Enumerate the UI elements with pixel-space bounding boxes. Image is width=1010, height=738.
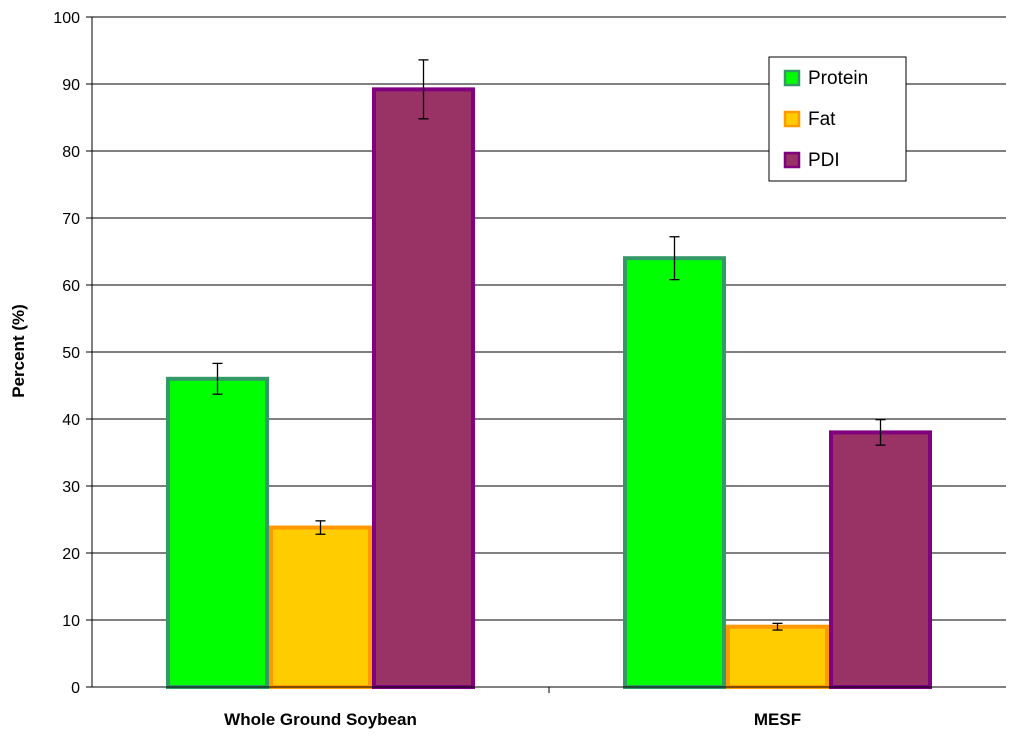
bar-pdi-1 xyxy=(829,430,932,689)
x-category-label: MESF xyxy=(754,710,801,729)
bar-protein-1 xyxy=(623,256,726,689)
bar-pdi-0 xyxy=(372,87,475,690)
legend-swatch-pdi xyxy=(783,151,801,169)
legend-label-fat: Fat xyxy=(808,109,836,130)
y-tick-label: 90 xyxy=(62,77,80,94)
y-tick-label: 20 xyxy=(62,546,80,563)
axes: 0 10 20 30 40 50 60 70 80 90 100 Whole Ground Soybe… xyxy=(53,10,1006,729)
y-tick-label: 100 xyxy=(53,10,80,27)
x-category-label: Whole Ground Soybean xyxy=(224,710,417,729)
bar-protein-0 xyxy=(166,376,269,689)
y-axis-title: Percent (%) xyxy=(9,304,28,398)
bar-fat-0 xyxy=(269,525,372,689)
legend: Protein Fat PDI xyxy=(768,56,907,182)
legend-label-pdi: PDI xyxy=(808,150,840,171)
legend-swatch-protein xyxy=(783,69,801,87)
y-tick-label: 40 xyxy=(62,412,80,429)
y-tick-label: 10 xyxy=(62,613,80,630)
bars xyxy=(166,59,932,690)
legend-label-protein: Protein xyxy=(808,68,868,89)
y-tick-label: 70 xyxy=(62,211,80,228)
bar-fat-1 xyxy=(726,624,829,690)
legend-swatch-fat xyxy=(783,110,801,128)
y-tick-label: 60 xyxy=(62,278,80,295)
y-tick-label: 80 xyxy=(62,144,80,161)
y-tick-label: 50 xyxy=(62,345,80,362)
y-tick-label: 30 xyxy=(62,479,80,496)
y-tick-label: 0 xyxy=(71,680,80,697)
